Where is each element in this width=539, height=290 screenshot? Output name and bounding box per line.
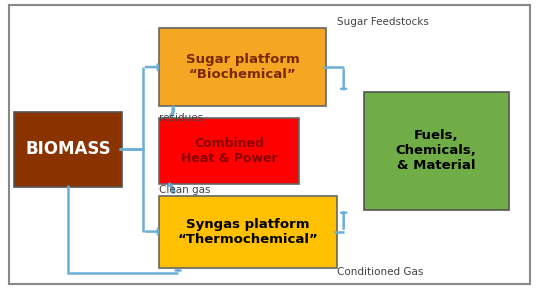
Text: Sugar platform
“Biochemical”: Sugar platform “Biochemical” (186, 53, 300, 81)
Text: residues: residues (160, 113, 203, 123)
Text: Syngas platform
“Thermochemical”: Syngas platform “Thermochemical” (178, 218, 319, 246)
FancyBboxPatch shape (364, 92, 509, 210)
FancyBboxPatch shape (160, 117, 299, 184)
Text: Combined
Heat & Power: Combined Heat & Power (181, 137, 278, 165)
FancyBboxPatch shape (9, 5, 530, 284)
Text: BIOMASS: BIOMASS (25, 140, 110, 158)
FancyBboxPatch shape (14, 112, 122, 187)
FancyBboxPatch shape (160, 28, 326, 106)
Text: Sugar Feedstocks: Sugar Feedstocks (337, 17, 429, 27)
Text: Clean gas: Clean gas (160, 185, 211, 195)
Text: Fuels,
Chemicals,
& Material: Fuels, Chemicals, & Material (396, 129, 476, 172)
Text: Conditioned Gas: Conditioned Gas (337, 267, 423, 277)
FancyBboxPatch shape (160, 195, 337, 268)
